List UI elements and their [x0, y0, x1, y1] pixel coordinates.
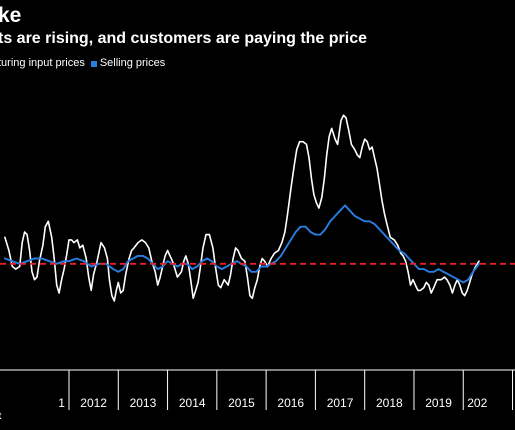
legend-label-selling-prices: Selling prices	[99, 57, 166, 69]
legend-swatch-selling-prices	[90, 60, 97, 67]
series-line-selling-prices	[3, 204, 480, 284]
x-tick-label: 2017	[327, 396, 354, 410]
chart-footer: t	[0, 412, 1, 422]
x-tick-label: 1	[58, 396, 65, 410]
legend-item-input-prices: turing input prices	[0, 58, 85, 69]
chart-legend: turing input prices Selling prices	[0, 58, 171, 69]
chart-title: ke	[0, 4, 22, 27]
x-tick-label: 202	[467, 396, 487, 410]
chart-subtitle: ts are rising, and customers are paying …	[0, 30, 368, 47]
x-tick-label: 2012	[80, 396, 107, 410]
series-line-input-prices	[4, 114, 480, 302]
x-tick-label: 2013	[130, 396, 157, 410]
x-tick-label: 2019	[425, 396, 452, 410]
legend-label-input-prices: turing input prices	[0, 57, 85, 69]
x-tick-label: 2018	[376, 396, 403, 410]
x-tick-label: 2016	[277, 396, 304, 410]
x-tick-label: 2014	[179, 396, 206, 410]
x-tick-label: 2015	[228, 396, 255, 410]
legend-item-selling-prices: Selling prices	[90, 57, 166, 69]
